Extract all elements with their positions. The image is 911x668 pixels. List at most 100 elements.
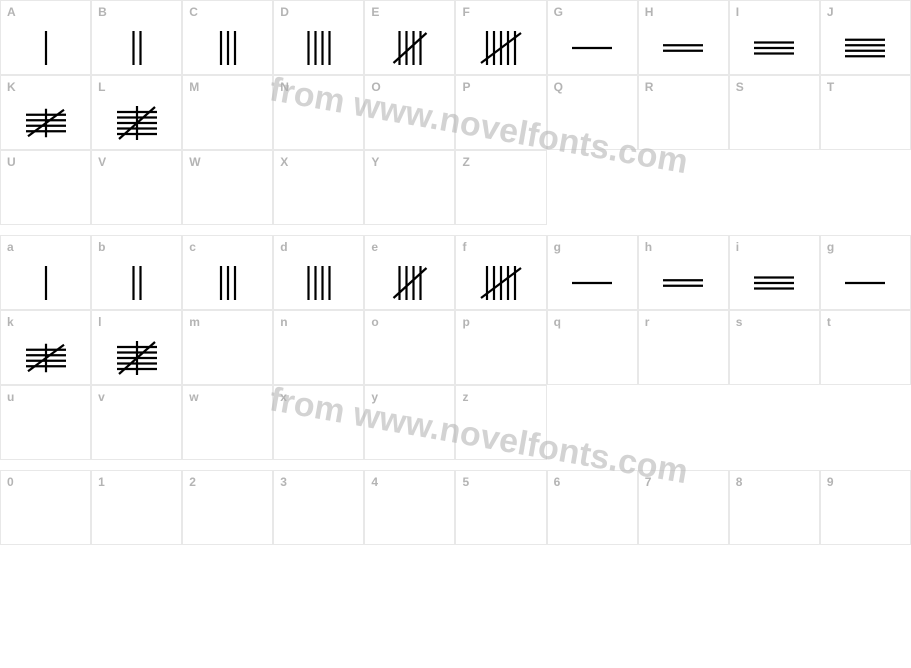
- cell-label: 9: [827, 475, 834, 489]
- cell-label: C: [189, 5, 198, 19]
- cell-label: x: [280, 390, 287, 404]
- charmap-cell: J: [820, 0, 911, 75]
- cell-label: f: [462, 240, 466, 254]
- cell-label: u: [7, 390, 14, 404]
- empty-cell: [547, 150, 638, 225]
- charmap-cell: R: [638, 75, 729, 150]
- glyph-D: [274, 21, 363, 74]
- glyph-L: [92, 96, 181, 149]
- cell-label: M: [189, 80, 199, 94]
- glyph-I: [730, 21, 819, 74]
- cell-label: d: [280, 240, 287, 254]
- glyph-J: [821, 21, 910, 74]
- charmap-cell: E: [364, 0, 455, 75]
- glyph-H: [639, 21, 728, 74]
- cell-label: s: [736, 315, 743, 329]
- glyph-c: [183, 256, 272, 309]
- charmap-cell: z: [455, 385, 546, 460]
- cell-label: L: [98, 80, 105, 94]
- cell-label: 2: [189, 475, 196, 489]
- cell-label: h: [645, 240, 652, 254]
- glyph-l: [92, 331, 181, 384]
- cell-label: 1: [98, 475, 105, 489]
- charmap-cell: 5: [455, 470, 546, 545]
- glyph-k: [1, 331, 90, 384]
- charmap-cell: V: [91, 150, 182, 225]
- cell-label: i: [736, 240, 739, 254]
- glyph-a: [1, 256, 90, 309]
- cell-label: g: [827, 240, 834, 254]
- empty-cell: [729, 150, 820, 225]
- cell-label: p: [462, 315, 469, 329]
- glyph-f: [456, 256, 545, 309]
- cell-label: w: [189, 390, 198, 404]
- charmap-cell: 1: [91, 470, 182, 545]
- row-spacer: [0, 460, 911, 470]
- charmap-cell: K: [0, 75, 91, 150]
- charmap-cell: s: [729, 310, 820, 385]
- charmap-cell: c: [182, 235, 273, 310]
- charmap-cell: x: [273, 385, 364, 460]
- charmap-cell: Y: [364, 150, 455, 225]
- glyph-A: [1, 21, 90, 74]
- charmap-cell: 7: [638, 470, 729, 545]
- charmap-cell: b: [91, 235, 182, 310]
- charmap-cell: d: [273, 235, 364, 310]
- charmap-cell: L: [91, 75, 182, 150]
- charmap-cell: r: [638, 310, 729, 385]
- cell-label: q: [554, 315, 561, 329]
- cell-label: k: [7, 315, 14, 329]
- cell-label: S: [736, 80, 744, 94]
- glyph-B: [92, 21, 181, 74]
- cell-label: R: [645, 80, 654, 94]
- charmap-cell: g: [547, 235, 638, 310]
- charmap-cell: G: [547, 0, 638, 75]
- charmap-cell: F: [455, 0, 546, 75]
- cell-label: 3: [280, 475, 287, 489]
- cell-label: O: [371, 80, 380, 94]
- cell-label: V: [98, 155, 106, 169]
- charmap-cell: P: [455, 75, 546, 150]
- charmap-cell: h: [638, 235, 729, 310]
- cell-label: I: [736, 5, 739, 19]
- charmap-cell: p: [455, 310, 546, 385]
- charmap-cell: t: [820, 310, 911, 385]
- charmap-cell: 2: [182, 470, 273, 545]
- glyph-K: [1, 96, 90, 149]
- cell-label: K: [7, 80, 16, 94]
- cell-label: m: [189, 315, 200, 329]
- charmap-cell: e: [364, 235, 455, 310]
- charmap-cell: O: [364, 75, 455, 150]
- charmap-cell: a: [0, 235, 91, 310]
- glyph-g2: [821, 256, 910, 309]
- cell-label: t: [827, 315, 831, 329]
- charmap-cell: X: [273, 150, 364, 225]
- cell-label: T: [827, 80, 834, 94]
- charmap-cell: 4: [364, 470, 455, 545]
- empty-cell: [638, 150, 729, 225]
- charmap-cell: H: [638, 0, 729, 75]
- cell-label: o: [371, 315, 378, 329]
- glyph-b: [92, 256, 181, 309]
- cell-label: 0: [7, 475, 14, 489]
- charmap-cell: y: [364, 385, 455, 460]
- cell-label: J: [827, 5, 834, 19]
- cell-label: v: [98, 390, 105, 404]
- charmap-cell: l: [91, 310, 182, 385]
- glyph-G: [548, 21, 637, 74]
- empty-cell: [820, 385, 911, 460]
- cell-label: Y: [371, 155, 379, 169]
- empty-cell: [638, 385, 729, 460]
- glyph-e: [365, 256, 454, 309]
- cell-label: n: [280, 315, 287, 329]
- cell-label: U: [7, 155, 16, 169]
- cell-label: y: [371, 390, 378, 404]
- cell-label: g: [554, 240, 561, 254]
- empty-cell: [820, 150, 911, 225]
- charmap-cell: I: [729, 0, 820, 75]
- charmap-cell: M: [182, 75, 273, 150]
- cell-label: r: [645, 315, 650, 329]
- glyph-d: [274, 256, 363, 309]
- charmap-cell: T: [820, 75, 911, 150]
- charmap-cell: q: [547, 310, 638, 385]
